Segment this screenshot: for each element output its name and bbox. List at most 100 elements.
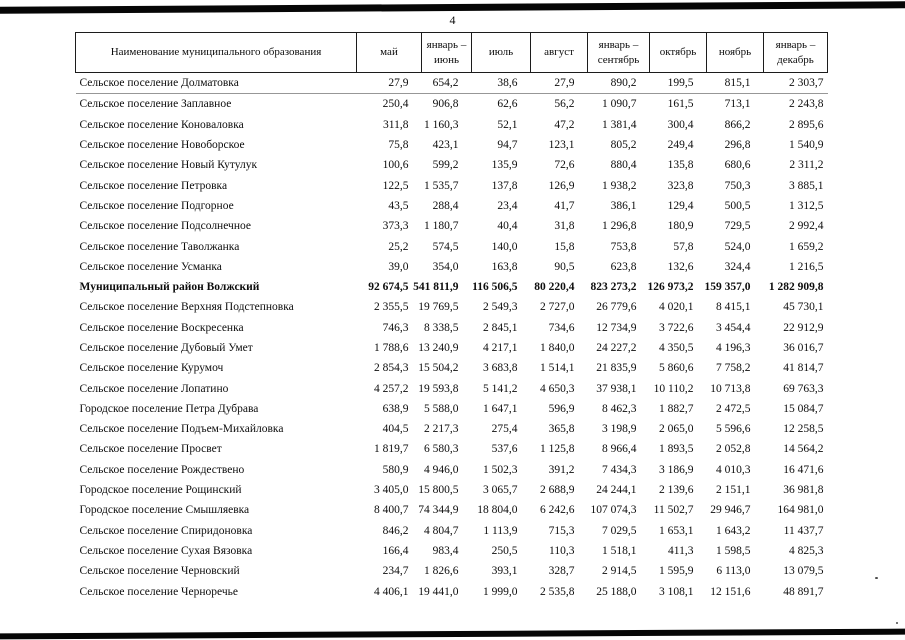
value-cell: 180,9 [667,220,694,233]
value-cell: 746,3 [382,321,409,334]
value-cell: 4 406,1 [374,585,409,598]
municipality-name: Городское поселение Рощинский [79,484,242,497]
value-cell: 654,2 [421,72,472,95]
value-cell: 1 840,0 [540,342,575,354]
table-body: Сельское поселение Долматовка 27,9 654,2 38… [75,72,828,602]
value-cell: 110,3 [549,544,575,557]
value-cell: 541 811,9 [413,281,459,294]
value-cell: 45 730,1 [783,301,824,314]
municipality-name: Сельское поселение Таволжанка [79,240,240,253]
column-header-aug: август [530,32,588,73]
value-cell: 62,6 [497,98,518,111]
value-cell: 31,8 [554,220,575,233]
value-cell: 275,4 [491,423,518,436]
municipality-name: Сельское поселение Лопатино [79,382,229,395]
table-row: Сельское поселение Лопатино 4 257,2 19 593… [76,378,828,398]
value-cell: 40,4 [497,220,518,233]
value-cell: 37 938,1 [596,382,637,395]
table-row: Сельское поселение Подгорное 43,5 288,4 23,… [76,196,828,216]
value-cell: 423,1 [432,139,459,152]
value-cell: 92 674,5 [368,281,409,294]
value-cell: 56,2 [554,98,575,111]
value-cell: 1 882,7 [659,402,694,415]
page-number: 4 [449,13,456,27]
municipality-name: Городское поселение Смышляевка [79,504,250,517]
value-cell: 7 758,2 [716,362,751,375]
value-cell: 8 415,1 [716,301,751,314]
value-cell: 404,5 [382,423,409,436]
table-row: Сельское поселение Воскресенка 746,3 8 338… [76,318,828,338]
value-cell: 323,8 [667,179,694,192]
municipality-name: Сельское поселение Долматовка [75,72,357,95]
value-cell: 5 141,2 [483,382,518,395]
value-cell: 288,4 [432,199,459,212]
value-cell: 135,9 [491,159,518,172]
municipality-name: Сельское поселение Спиридоновка [79,524,253,537]
value-cell: 1 113,9 [483,524,518,537]
scan-speck [896,622,898,624]
value-cell: 26 779,6 [596,301,637,314]
municipality-name: Сельское поселение Курумоч [79,362,224,375]
municipality-name: Сельское поселение Заплавное [79,98,232,111]
value-cell: 983,4 [432,544,459,557]
value-cell: 10 110,2 [653,382,694,395]
value-cell: 2 845,1 [483,321,518,334]
value-cell: 132,6 [667,260,694,273]
value-cell: 805,2 [610,139,637,152]
table-row: Сельское поселение Новый Кутулук 100,6 599… [76,155,828,175]
table-header: Наименование муниципального образования … [75,32,828,73]
value-cell: 1 938,2 [602,179,637,192]
value-cell: 4 196,3 [716,342,751,354]
column-header-oct: октябрь [649,32,707,73]
value-cell: 500,5 [724,199,751,212]
value-cell: 4 257,2 [374,382,409,395]
value-cell: 25 188,0 [596,585,637,598]
value-cell: 19 441,0 [418,585,459,598]
value-cell: 5 588,0 [424,402,459,415]
table-row: Сельское поселение Черноречье 4 406,1 19 4… [76,581,828,601]
value-cell: 249,4 [667,139,694,152]
value-cell: 815,1 [706,72,764,95]
value-cell: 1 216,5 [789,260,824,273]
value-cell: 1 653,1 [659,524,694,537]
value-cell: 126,9 [548,179,575,192]
value-cell: 2 052,8 [716,443,751,456]
municipality-name: Сельское поселение Усманка [79,260,222,273]
value-cell: 2 217,3 [424,423,459,436]
value-cell: 38,6 [471,72,531,95]
value-cell: 1 643,2 [716,524,751,537]
value-cell: 80 220,4 [534,281,575,294]
value-cell: 126 973,2 [647,281,694,294]
value-cell: 373,3 [382,220,409,233]
value-cell: 300,4 [667,118,694,131]
value-cell: 23,4 [497,199,518,212]
value-cell: 75,8 [388,139,409,152]
value-cell: 12 734,9 [596,321,637,334]
value-cell: 4 825,3 [789,544,824,557]
value-cell: 393,1 [491,565,518,578]
table-row: Сельское поселение Рождествено 580,9 4 946… [76,460,828,480]
value-cell: 140,0 [491,240,518,253]
value-cell: 5 596,6 [716,423,751,436]
municipality-name: Сельское поселение Просвет [79,443,222,456]
value-cell: 12 151,6 [710,585,751,598]
value-cell: 4 804,7 [424,524,459,537]
municipality-name: Городское поселение Петра Дубрава [79,402,259,415]
value-cell: 52,1 [497,118,518,131]
scan-artifact-bottom-bar [0,628,905,640]
value-cell: 2 303,7 [763,72,828,95]
value-cell: 1 659,2 [789,240,824,253]
value-cell: 880,4 [610,159,637,172]
value-cell: 537,6 [491,443,518,456]
value-cell: 8 338,5 [424,321,459,334]
value-cell: 57,8 [673,240,694,253]
value-cell: 2 688,9 [540,484,575,497]
value-cell: 199,5 [649,72,707,95]
value-cell: 1 160,3 [424,118,459,131]
value-cell: 22 912,9 [783,321,824,334]
table-row: Сельское поселение Просвет 1 819,7 6 580,3… [76,439,828,459]
value-cell: 574,5 [432,240,459,253]
value-cell: 100,6 [382,159,409,172]
column-header-jan-jun: январь – июнь [421,32,472,73]
